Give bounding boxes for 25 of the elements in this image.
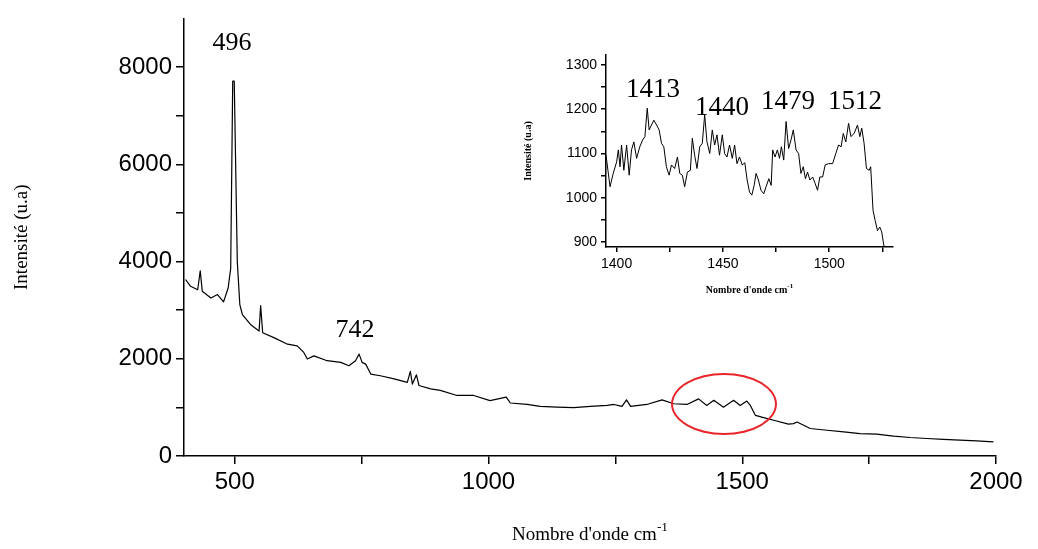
annotation: 496 (212, 26, 252, 56)
annotation: 1440 (695, 91, 749, 122)
annotation: 742 (335, 313, 375, 343)
y-tick-label: 1100 (566, 144, 598, 161)
y-tick-label: 1200 (565, 99, 598, 116)
x-tick-label: 1500 (715, 467, 769, 495)
x-tick-label: 1000 (461, 467, 516, 495)
annotation: 1479 (761, 85, 815, 116)
x-tick-label: 1400 (601, 255, 633, 272)
y-tick-label: 4000 (118, 246, 172, 274)
y-tick-label: 6000 (118, 148, 172, 176)
annotation: 1512 (828, 85, 882, 116)
x-tick-label: 1500 (813, 255, 845, 272)
y-axis-title: Intensité (u.a) (9, 184, 32, 290)
y-tick-label: 0 (158, 440, 172, 468)
x-tick-label: 500 (214, 467, 255, 495)
y-tick-label: 2000 (118, 343, 172, 371)
x-tick-label: 1450 (707, 255, 739, 272)
y-tick-label: 1000 (565, 188, 598, 205)
x-tick-label: 2000 (969, 467, 1023, 495)
y-axis-title: Intensité (u.a) (521, 121, 534, 181)
y-tick-label: 1300 (565, 55, 598, 72)
y-tick-label: 900 (573, 232, 598, 249)
y-tick-label: 8000 (118, 51, 172, 79)
annotation: 1413 (626, 73, 680, 104)
